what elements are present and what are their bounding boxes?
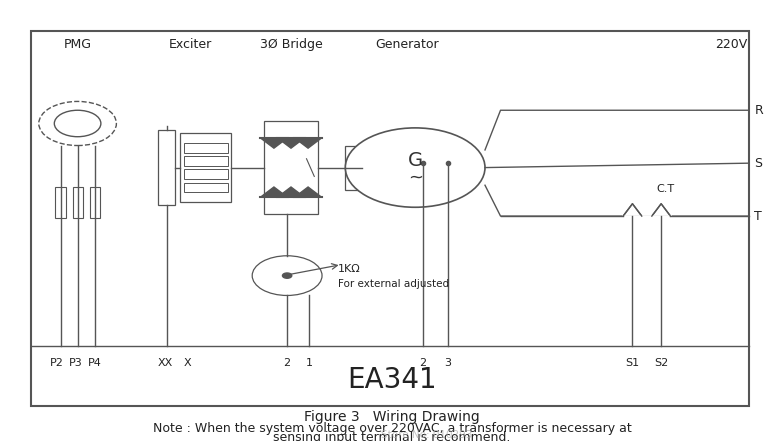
Bar	[89, 187, 99, 218]
Polygon shape	[295, 138, 321, 148]
Text: Generator: Generator	[376, 37, 439, 51]
Text: 2: 2	[419, 358, 427, 368]
Bar	[183, 156, 228, 166]
Text: Figure 3   Wiring Drawing: Figure 3 Wiring Drawing	[304, 410, 480, 424]
Bar	[180, 134, 231, 202]
Text: R: R	[754, 104, 763, 117]
Text: S2: S2	[654, 358, 668, 368]
Text: P3: P3	[69, 358, 83, 368]
Text: T: T	[754, 209, 762, 223]
Text: 2: 2	[283, 358, 291, 368]
Text: 3: 3	[444, 358, 452, 368]
Text: Exciter: Exciter	[168, 37, 212, 51]
Text: P4: P4	[88, 358, 102, 368]
Text: X: X	[184, 358, 192, 368]
Polygon shape	[261, 187, 286, 197]
Text: Note : When the system voltage over 220VAC, a transformer is necessary at: Note : When the system voltage over 220V…	[153, 422, 631, 435]
Text: 1: 1	[305, 358, 313, 368]
Text: S: S	[754, 157, 762, 170]
Circle shape	[252, 256, 322, 295]
Polygon shape	[278, 187, 304, 197]
Text: PMG: PMG	[64, 37, 92, 51]
Circle shape	[54, 110, 101, 137]
Bar	[73, 187, 82, 218]
Bar	[31, 31, 749, 406]
Text: XX: XX	[158, 358, 173, 368]
Bar	[183, 143, 228, 153]
Polygon shape	[261, 138, 286, 148]
Circle shape	[39, 101, 116, 146]
Text: sensing input terminal is recommend.: sensing input terminal is recommend.	[273, 431, 511, 441]
Text: For external adjusted: For external adjusted	[338, 280, 449, 289]
Text: G: G	[407, 151, 423, 171]
Polygon shape	[295, 187, 321, 197]
Text: S1: S1	[625, 358, 639, 368]
Text: P2: P2	[50, 358, 64, 368]
Bar	[183, 183, 228, 192]
Text: 3Ø Bridge: 3Ø Bridge	[260, 37, 322, 51]
Bar	[264, 121, 318, 214]
Bar	[158, 130, 175, 205]
Text: 1KΩ: 1KΩ	[338, 264, 360, 274]
Text: 220V: 220V	[715, 37, 747, 51]
Bar	[345, 146, 362, 190]
Circle shape	[282, 273, 292, 278]
Circle shape	[345, 128, 485, 207]
Bar	[183, 169, 228, 179]
Bar	[56, 187, 65, 218]
Text: EA341: EA341	[347, 366, 437, 394]
Polygon shape	[278, 138, 304, 148]
Text: ~: ~	[407, 168, 423, 186]
Text: Store No: 010293: Store No: 010293	[381, 430, 473, 440]
Text: C.T: C.T	[656, 184, 675, 194]
